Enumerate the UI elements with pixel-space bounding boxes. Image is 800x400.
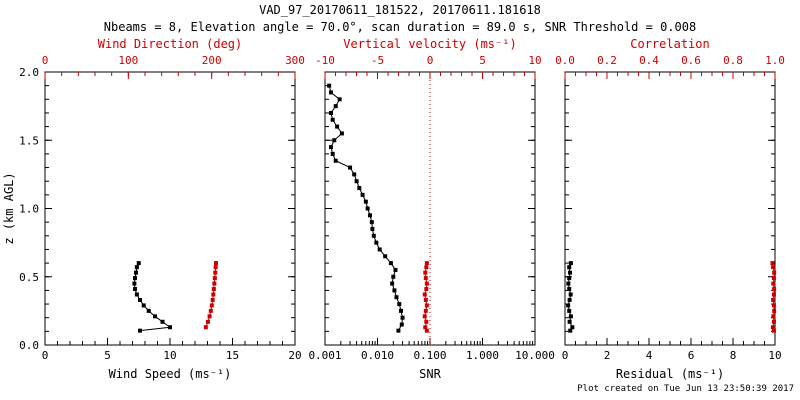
y-axis-tick: 1.0 xyxy=(19,203,39,216)
snr-panel-bottom-tick: 1.000 xyxy=(466,349,499,362)
correlation-markers xyxy=(770,261,777,333)
snr-panel-bottom-tick: 0.010 xyxy=(361,349,394,362)
residual-panel-bottom-tick: 4 xyxy=(646,349,653,362)
residual-panel-bottom-tick: 10 xyxy=(768,349,781,362)
wind-speed-markers xyxy=(132,261,172,333)
residual-panel-top-tick: 1.0 xyxy=(765,54,785,67)
residual-panel-bottom-label: Residual (ms⁻¹) xyxy=(616,367,724,381)
snr-panel-top-tick: 0 xyxy=(427,54,434,67)
wind-panel-bottom-tick: 10 xyxy=(163,349,176,362)
y-axis-tick: 0.5 xyxy=(19,271,39,284)
wind-direction-markers xyxy=(203,261,218,330)
wind-panel-bottom-label: Wind Speed (ms⁻¹) xyxy=(109,367,232,381)
snr-profile-markers xyxy=(327,83,405,333)
residual-panel-bottom-tick: 2 xyxy=(604,349,611,362)
snr-panel-top-tick: 5 xyxy=(479,54,486,67)
wind-panel-bottom-tick: 0 xyxy=(42,349,49,362)
y-axis-tick: 0.0 xyxy=(19,339,39,352)
wind-panel-bottom-tick: 20 xyxy=(288,349,301,362)
residual-panel-top-tick: 0.0 xyxy=(555,54,575,67)
snr-panel-bottom-tick: 10.000 xyxy=(515,349,555,362)
wind-speed-line xyxy=(133,262,172,332)
vertical-velocity-markers xyxy=(422,261,429,333)
residual-panel-bottom-tick: 6 xyxy=(688,349,695,362)
wind-panel-top-tick: 200 xyxy=(202,54,222,67)
snr-panel-bottom-tick: 0.001 xyxy=(308,349,341,362)
plot-created-timestamp: Plot created on Tue Jun 13 23:50:39 2017 xyxy=(577,384,794,394)
residual-panel-top-tick: 0.8 xyxy=(723,54,743,67)
residual-panel-bottom-tick: 8 xyxy=(730,349,737,362)
residual-panel-bottom-tick: 0 xyxy=(562,349,569,362)
y-axis-tick: 2.0 xyxy=(19,66,39,79)
snr-panel-top-label: Vertical velocity (ms⁻¹) xyxy=(343,37,516,51)
wind-panel-top-tick: 0 xyxy=(42,54,49,67)
residual-panel-top-tick: 0.6 xyxy=(681,54,701,67)
wind-panel-top-tick: 300 xyxy=(285,54,305,67)
snr-panel-top-tick: -5 xyxy=(371,54,384,67)
residual-panel-top-tick: 0.2 xyxy=(597,54,617,67)
residual-markers xyxy=(566,261,575,333)
y-axis-tick: 1.5 xyxy=(19,134,39,147)
wind-panel-bottom-tick: 15 xyxy=(226,349,239,362)
wind-panel-bottom-tick: 5 xyxy=(104,349,111,362)
snr-panel-bottom-tick: 0.100 xyxy=(413,349,446,362)
snr-panel-bottom-label: SNR xyxy=(419,367,441,381)
wind-panel-top-tick: 100 xyxy=(118,54,138,67)
plot-subtitle: Nbeams = 8, Elevation angle = 70.0°, sca… xyxy=(103,20,697,34)
residual-panel: 0 2 4 6 8 10 0.0 0.2 0.4 0.6 0.8 1.0 Residual (ms⁻¹)… xyxy=(555,37,785,381)
plot-title: VAD_97_20170611_181522, 20170611.181618 xyxy=(259,3,541,17)
y-axis-label: z (km AGL) xyxy=(2,172,16,244)
snr-panel: 0.001 0.010 0.100 1.000 10.000 -10 -5 0 5 10 SNR Ve… xyxy=(308,37,554,381)
residual-panel-top-tick: 0.4 xyxy=(639,54,659,67)
residual-panel-top-label: Correlation xyxy=(630,37,709,51)
snr-panel-top-tick: -10 xyxy=(315,54,335,67)
snr-panel-top-tick: 10 xyxy=(528,54,541,67)
wind-panel-top-label: Wind Direction (deg) xyxy=(98,37,243,51)
